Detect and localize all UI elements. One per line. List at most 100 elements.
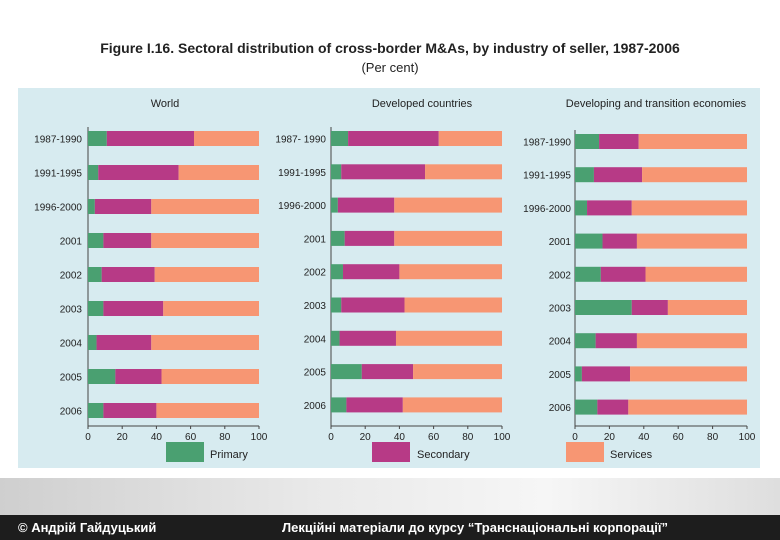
x-tick-label-2-60: 60 xyxy=(428,432,440,443)
category-label-2-9: 2006 xyxy=(304,401,327,412)
legend-label-secondary: Secondary xyxy=(417,449,470,461)
bar-3-5-secondary xyxy=(600,266,646,282)
bar-3-1-secondary xyxy=(599,134,639,149)
x-tick-label-2-100: 100 xyxy=(494,432,511,443)
x-tick-label-1-60: 60 xyxy=(185,432,197,443)
figure-title: Figure I.16. Sectoral distribution of cr… xyxy=(100,40,680,56)
bar-3-3-primary xyxy=(575,200,588,216)
legend-label-primary: Primary xyxy=(210,449,248,461)
category-label-3-7: 2004 xyxy=(549,337,572,348)
panel-title-2: Developed countries xyxy=(372,98,473,110)
bar-1-7-primary xyxy=(88,335,97,350)
bar-3-2-primary xyxy=(575,167,594,183)
bar-2-4-services xyxy=(394,230,502,246)
x-tick-label-1-80: 80 xyxy=(219,432,231,443)
bar-2-5-services xyxy=(399,264,502,280)
bar-3-5-services xyxy=(645,266,747,282)
bar-3-9-secondary xyxy=(597,399,629,415)
bar-3-4-secondary xyxy=(602,233,637,249)
category-label-1-7: 2004 xyxy=(60,339,83,350)
chart-svg: World 0 20 40 60 80 100 1987-1990 1991-1995 1996-… xyxy=(34,98,756,462)
bar-1-5-services xyxy=(154,267,259,282)
panel-title-3: Developing and transition economies xyxy=(566,98,747,110)
category-label-1-3: 1996-2000 xyxy=(34,203,82,214)
bar-3-4-primary xyxy=(575,233,603,249)
bar-2-5-secondary xyxy=(342,264,400,280)
category-label-1-6: 2003 xyxy=(60,305,83,316)
category-label-1-9: 2006 xyxy=(60,407,83,418)
bar-1-5-primary xyxy=(88,267,102,282)
bar-2-7-primary xyxy=(331,330,340,346)
x-tick-label-3-40: 40 xyxy=(638,432,650,443)
bar-2-5-primary xyxy=(331,264,343,280)
bar-1-8-services xyxy=(161,369,259,384)
bar-3-3-secondary xyxy=(587,200,632,216)
category-label-3-4: 2001 xyxy=(549,237,572,248)
x-tick-label-3-20: 20 xyxy=(604,432,616,443)
bar-3-8-secondary xyxy=(581,366,631,382)
bar-1-9-secondary xyxy=(103,403,157,418)
x-tick-label-2-0: 0 xyxy=(328,432,334,443)
category-label-2-6: 2003 xyxy=(304,301,327,312)
legend-swatch-secondary xyxy=(372,442,410,462)
bar-3-2-services xyxy=(642,167,747,183)
bar-1-4-primary xyxy=(88,233,104,248)
bar-2-3-primary xyxy=(331,197,338,213)
bar-1-3-secondary xyxy=(94,199,152,214)
x-tick-label-2-80: 80 xyxy=(462,432,474,443)
bar-1-1-secondary xyxy=(106,131,195,146)
bar-2-3-services xyxy=(394,197,502,213)
category-label-1-5: 2002 xyxy=(60,271,83,282)
category-label-1-1: 1987-1990 xyxy=(34,135,82,146)
category-label-2-2: 1991-1995 xyxy=(278,168,326,179)
bar-2-1-primary xyxy=(331,131,349,146)
category-label-2-8: 2005 xyxy=(304,368,327,379)
bar-3-3-services xyxy=(631,200,747,216)
bar-3-7-services xyxy=(636,333,747,349)
bar-1-2-services xyxy=(178,165,259,180)
bar-1-2-secondary xyxy=(98,165,179,180)
bar-1-9-services xyxy=(156,403,259,418)
bar-3-2-secondary xyxy=(593,167,643,183)
bar-1-1-services xyxy=(194,131,259,146)
x-tick-label-1-20: 20 xyxy=(117,432,129,443)
bar-2-9-secondary xyxy=(346,397,403,413)
bar-1-8-secondary xyxy=(115,369,162,384)
x-tick-label-2-20: 20 xyxy=(360,432,372,443)
bar-3-8-services xyxy=(630,366,747,382)
bar-1-6-secondary xyxy=(103,301,164,316)
bar-1-3-primary xyxy=(88,199,95,214)
bar-2-6-secondary xyxy=(341,297,405,313)
x-tick-label-1-0: 0 xyxy=(85,432,91,443)
x-tick-label-3-80: 80 xyxy=(707,432,719,443)
x-tick-label-3-0: 0 xyxy=(572,432,578,443)
category-label-3-9: 2006 xyxy=(549,403,572,414)
bar-1-4-services xyxy=(151,233,259,248)
category-label-3-6: 2003 xyxy=(549,304,572,315)
bar-2-3-secondary xyxy=(337,197,395,213)
footer-bar xyxy=(0,515,780,540)
bar-3-6-secondary xyxy=(631,300,668,315)
bar-2-7-services xyxy=(395,330,502,346)
category-label-2-3: 1996-2000 xyxy=(278,201,326,212)
category-label-2-1: 1987- 1990 xyxy=(275,135,326,146)
bar-1-1-primary xyxy=(88,131,107,146)
bar-3-4-services xyxy=(636,233,747,249)
legend-swatch-primary xyxy=(166,442,204,462)
bar-2-2-services xyxy=(425,164,502,180)
x-tick-label-1-40: 40 xyxy=(151,432,163,443)
bar-1-7-secondary xyxy=(96,335,152,350)
bar-1-8-primary xyxy=(88,369,116,384)
x-tick-label-3-100: 100 xyxy=(739,432,756,443)
footer-author: © Андрій Гайдуцький xyxy=(18,520,157,535)
bar-1-4-secondary xyxy=(103,233,152,248)
bar-2-4-secondary xyxy=(344,230,395,246)
bar-1-6-services xyxy=(163,301,259,316)
bar-3-1-services xyxy=(638,134,747,149)
bar-3-6-primary xyxy=(575,300,632,315)
bar-3-8-primary xyxy=(575,366,582,382)
bar-2-4-primary xyxy=(331,230,345,246)
category-label-1-4: 2001 xyxy=(60,237,83,248)
bar-3-6-services xyxy=(667,300,747,315)
bar-2-1-services xyxy=(438,131,502,146)
